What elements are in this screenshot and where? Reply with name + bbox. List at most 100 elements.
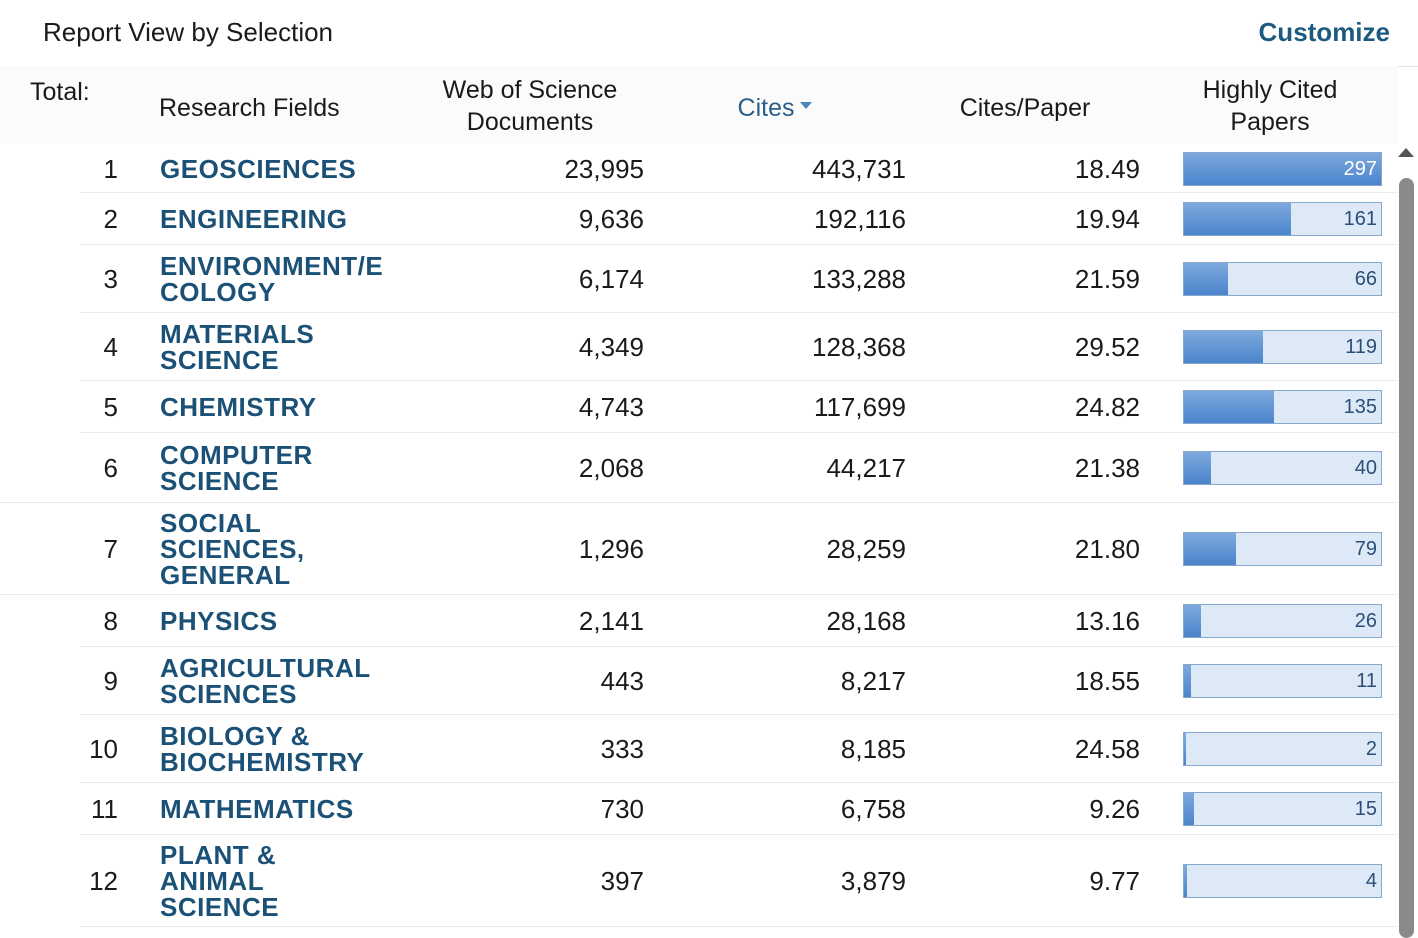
research-field-link[interactable]: GEOSCIENCES: [160, 145, 420, 193]
research-field-name: PHYSICS: [160, 608, 278, 634]
row-divider: [80, 646, 1398, 647]
research-field-line: GEOSCIENCES: [160, 154, 357, 184]
column-header-highly-cited[interactable]: Highly Cited Papers: [1175, 74, 1365, 138]
research-field-link[interactable]: BIOLOGY & BIOCHEMISTRY: [160, 715, 420, 783]
column-header-research-fields: Research Fields: [159, 94, 340, 122]
highly-cited-bar[interactable]: 66: [1183, 262, 1382, 296]
highly-cited-bar-fill: [1184, 331, 1263, 363]
table-row: 8 PHYSICS 2,141 28,168 13.16 26: [0, 595, 1398, 647]
report-header: Report View by Selection Customize: [0, 0, 1418, 67]
cites-per-paper: 9.77: [1089, 865, 1140, 896]
highly-cited-cell: 26: [1183, 595, 1384, 647]
highly-cited-cell: 4: [1183, 835, 1384, 927]
rank-number: 7: [103, 533, 118, 564]
column-header-highly-cited-line2: Papers: [1230, 108, 1310, 136]
highly-cited-bar[interactable]: 11: [1183, 664, 1382, 698]
research-field-link[interactable]: CHEMISTRY: [160, 381, 420, 433]
cites-count: 443,731: [812, 153, 906, 184]
documents-count: 4,743: [578, 391, 644, 422]
highly-cited-bar[interactable]: 15: [1183, 792, 1382, 826]
research-field-link[interactable]: PHYSICS: [160, 595, 420, 647]
table-row: 12 PLANT & ANIMAL SCIENCE 397 3,879 9.77 4: [0, 835, 1398, 927]
highly-cited-count: 11: [1356, 669, 1377, 692]
research-field-name: ENVIRONMENT/E COLOGY: [160, 253, 383, 305]
highly-cited-bar[interactable]: 40: [1183, 451, 1382, 485]
research-field-line: COMPUTER: [160, 440, 313, 470]
highly-cited-cell: 66: [1183, 245, 1384, 313]
highly-cited-bar-fill: [1184, 605, 1202, 637]
column-header-cites-label: Cites: [737, 94, 795, 122]
highly-cited-bar-fill: [1184, 665, 1192, 697]
research-field-name: ENGINEERING: [160, 206, 348, 232]
research-field-link[interactable]: AGRICULTURAL SCIENCES: [160, 647, 420, 715]
documents-count: 2,068: [578, 452, 644, 483]
research-field-name: AGRICULTURAL SCIENCES: [160, 655, 371, 707]
report-title: Report View by Selection: [43, 17, 334, 47]
highly-cited-count: 161: [1343, 207, 1377, 230]
research-field-link[interactable]: ENGINEERING: [160, 193, 420, 245]
cites-per-paper: 18.55: [1074, 665, 1140, 696]
research-field-link[interactable]: MATHEMATICS: [160, 783, 420, 835]
highly-cited-bar[interactable]: 297: [1183, 152, 1382, 186]
vertical-scrollbar[interactable]: [1396, 148, 1418, 938]
row-divider: [80, 312, 1398, 313]
research-field-line: BIOCHEMISTRY: [160, 747, 365, 777]
research-field-link[interactable]: COMPUTER SCIENCE: [160, 433, 420, 503]
rank-number: 1: [103, 153, 118, 184]
cites-count: 117,699: [813, 391, 906, 422]
highly-cited-count: 135: [1343, 395, 1377, 418]
highly-cited-count: 2: [1365, 737, 1377, 760]
research-field-link[interactable]: PLANT & ANIMAL SCIENCE: [160, 835, 420, 927]
rank-number: 12: [89, 865, 118, 896]
column-header-cites[interactable]: Cites: [700, 92, 850, 124]
table-row: 9 AGRICULTURAL SCIENCES 443 8,217 18.55 11: [0, 647, 1398, 715]
highly-cited-bar-fill: [1184, 153, 1381, 185]
row-divider: [0, 502, 1398, 503]
row-divider: [80, 432, 1398, 433]
research-field-line: PHYSICS: [160, 606, 278, 636]
cites-count: 44,217: [826, 452, 906, 483]
research-field-link[interactable]: ENVIRONMENT/E COLOGY: [160, 245, 420, 313]
highly-cited-bar[interactable]: 119: [1183, 330, 1382, 364]
research-field-name: MATERIALS SCIENCE: [160, 321, 314, 373]
research-field-line: MATERIALS: [160, 319, 315, 349]
table-row: 7 SOCIAL SCIENCES, GENERAL 1,296 28,259 21.80 7…: [0, 503, 1398, 595]
column-header-highly-cited-line1: Highly Cited: [1202, 76, 1338, 104]
customize-link[interactable]: Customize: [1258, 17, 1390, 47]
documents-count: 6,174: [578, 263, 644, 294]
rank-number: 3: [103, 263, 118, 294]
cites-per-paper: 21.38: [1074, 452, 1140, 483]
highly-cited-bar[interactable]: 26: [1183, 604, 1382, 638]
column-header-cites-per-paper[interactable]: Cites/Paper: [959, 94, 1091, 122]
highly-cited-bar[interactable]: 79: [1183, 532, 1382, 566]
research-field-line: GENERAL: [160, 560, 291, 590]
scroll-up-arrow-icon[interactable]: [1398, 148, 1414, 157]
research-field-line: COLOGY: [160, 277, 276, 307]
cites-count: 192,116: [813, 203, 906, 234]
research-field-link[interactable]: MATERIALS SCIENCE: [160, 313, 420, 381]
highly-cited-bar-fill: [1184, 533, 1237, 565]
highly-cited-bar[interactable]: 161: [1183, 202, 1382, 236]
highly-cited-bar-fill: [1184, 793, 1195, 825]
table-row: 11 MATHEMATICS 730 6,758 9.26 15: [0, 783, 1398, 835]
research-field-line: MATHEMATICS: [160, 794, 354, 824]
research-field-name: BIOLOGY & BIOCHEMISTRY: [160, 723, 364, 775]
highly-cited-cell: 11: [1183, 647, 1384, 715]
research-field-name: GEOSCIENCES: [160, 156, 356, 182]
row-divider: [0, 594, 1398, 595]
scrollbar-thumb[interactable]: [1399, 178, 1414, 938]
documents-count: 23,995: [564, 153, 644, 184]
cites-count: 3,879: [840, 865, 906, 896]
highly-cited-bar[interactable]: 135: [1183, 390, 1382, 424]
cites-per-paper: 19.94: [1074, 203, 1140, 234]
highly-cited-cell: 79: [1183, 503, 1384, 595]
research-field-link[interactable]: SOCIAL SCIENCES, GENERAL: [160, 503, 420, 595]
research-field-name: MATHEMATICS: [160, 796, 354, 822]
highly-cited-bar[interactable]: 4: [1183, 864, 1382, 898]
highly-cited-cell: 119: [1183, 313, 1384, 381]
highly-cited-count: 4: [1365, 869, 1377, 892]
highly-cited-bar[interactable]: 2: [1183, 732, 1382, 766]
research-field-line: SOCIAL: [160, 508, 262, 538]
column-header-documents[interactable]: Web of Science Documents: [410, 74, 650, 138]
row-divider: [80, 714, 1398, 715]
